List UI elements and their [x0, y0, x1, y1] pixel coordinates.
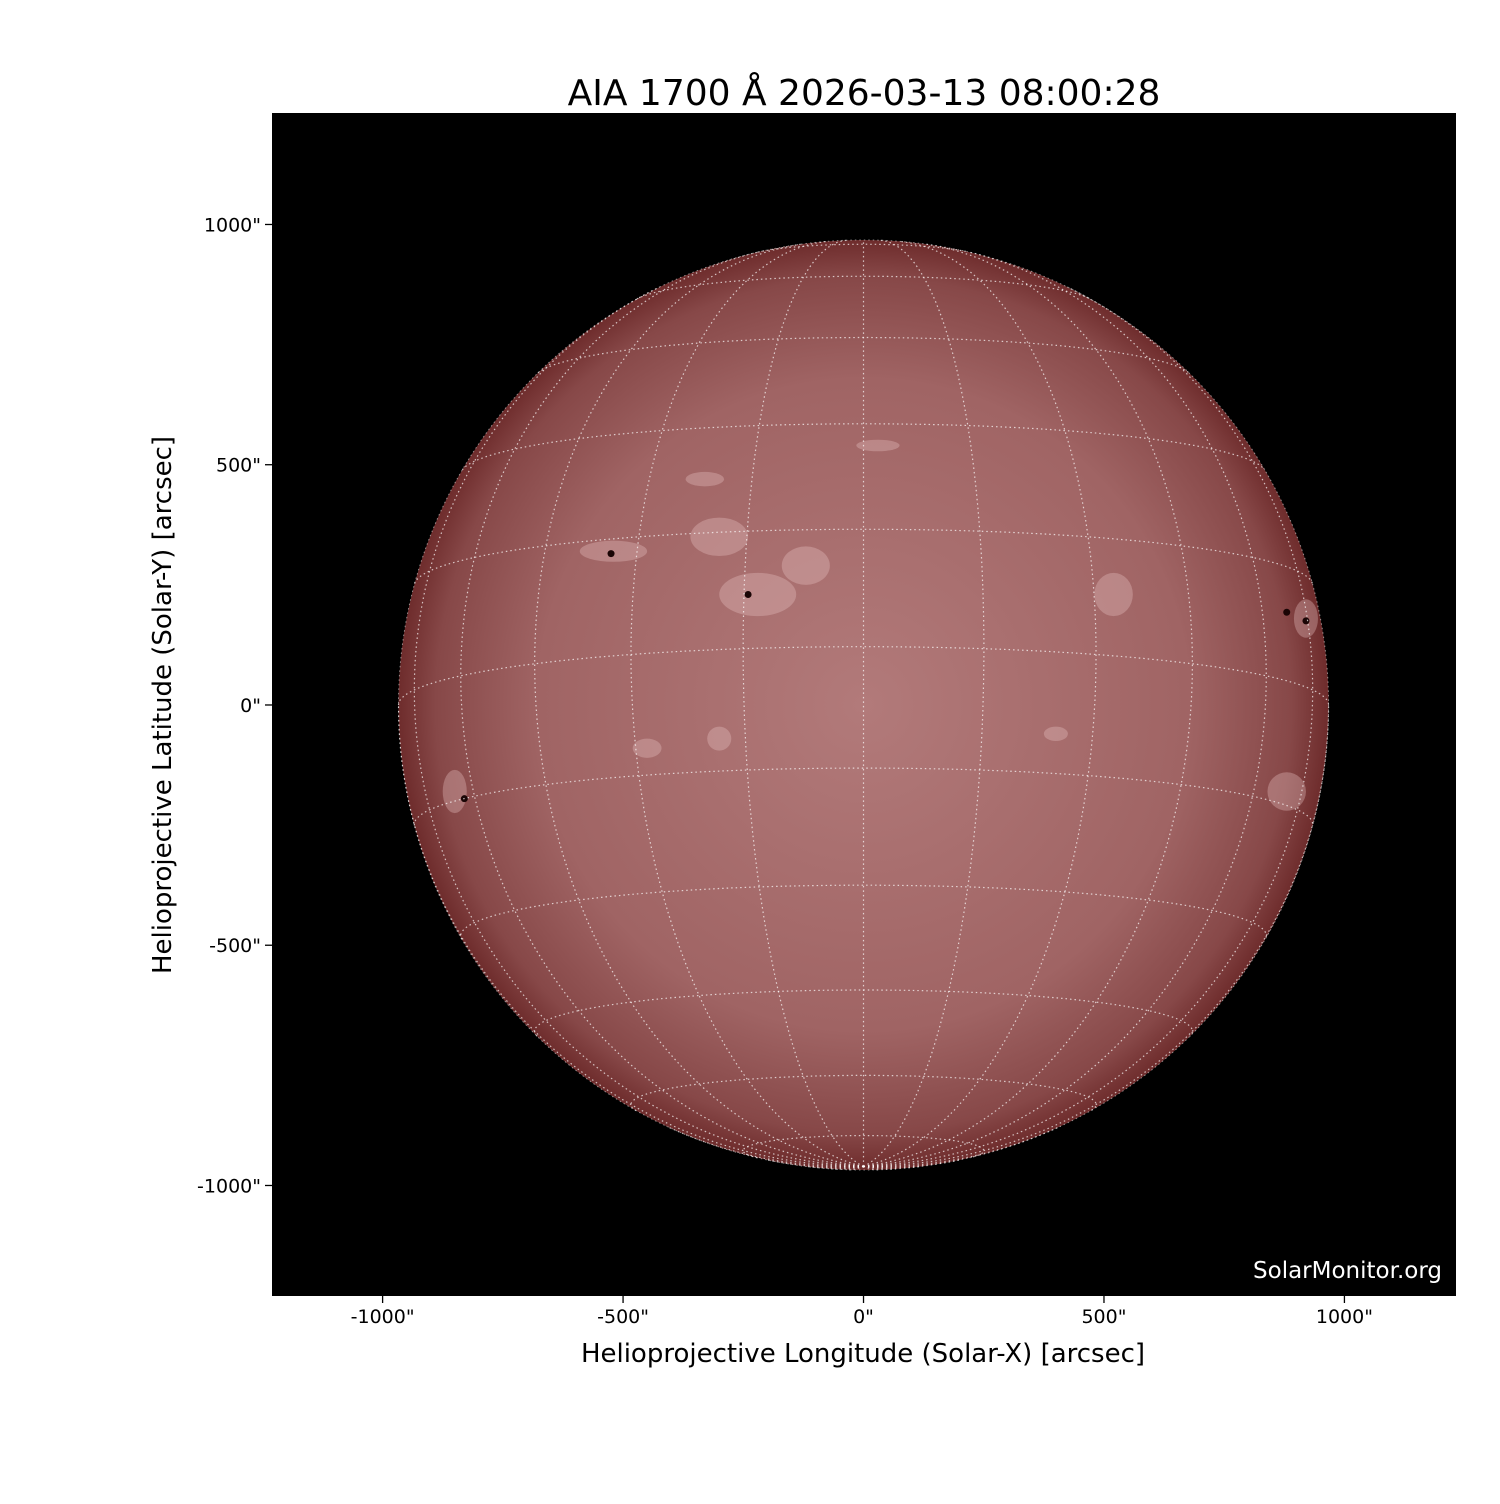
y-axis: -1000" -500" 0" 500" 1000" [197, 214, 272, 1197]
chart-title: AIA 1700 Å 2026-03-13 08:00:28 [568, 71, 1161, 114]
meridian-line [863, 251, 1267, 1167]
y-tick-label: 500" [216, 455, 261, 477]
parallel-line [460, 884, 1267, 940]
meridian-line [863, 240, 1097, 1167]
parallel-line [636, 275, 1091, 300]
limb-line [397, 239, 1330, 1171]
y-tick-label: 0" [240, 695, 261, 717]
x-tick-label: 500" [1081, 1306, 1126, 1328]
plage-region [690, 517, 749, 557]
solar-disk [398, 239, 1329, 1171]
plage-region [1267, 772, 1306, 811]
meridian-line [863, 704, 1330, 1167]
meridian-line [630, 240, 864, 1167]
meridian-line [742, 239, 864, 1167]
meridian-line [863, 243, 1194, 1167]
watermark: SolarMonitor.org [1253, 1258, 1442, 1284]
sunspot [1283, 608, 1291, 616]
parallel-line [758, 243, 969, 253]
y-axis-label: Helioprojective Latitude (Solar-Y) [arcs… [148, 436, 178, 974]
sunspot [1302, 617, 1310, 625]
y-tick-label: -1000" [197, 1175, 261, 1197]
meridian-line [863, 1165, 921, 1169]
x-tick-label: -1000" [351, 1306, 415, 1328]
x-axis-label: Helioprojective Longitude (Solar-X) [arc… [581, 1339, 1145, 1369]
plage-region [856, 439, 900, 452]
sunspot [744, 590, 752, 598]
x-axis: -1000" -500" 0" 500" 1000" [351, 1296, 1373, 1328]
plage-region [719, 572, 797, 617]
parallel-line [537, 336, 1190, 374]
meridian-line [534, 243, 864, 1167]
plage-region [442, 769, 467, 814]
plage-region [1043, 726, 1068, 742]
solar-features [442, 439, 1318, 814]
parallel-line [742, 1134, 985, 1159]
x-tick-label: -500" [597, 1306, 649, 1328]
parallel-line [414, 528, 1313, 584]
plage-region [685, 471, 725, 487]
parallel-line [534, 989, 1194, 1037]
y-tick-label: 1000" [204, 214, 261, 236]
meridian-line [863, 239, 985, 1167]
x-tick-label: 0" [853, 1306, 874, 1328]
meridian-line [460, 251, 864, 1167]
plage-region [1094, 572, 1133, 617]
heliographic-grid [397, 239, 1330, 1171]
sunspot [607, 550, 615, 558]
plage-region [632, 738, 662, 758]
meridian-line [765, 1159, 864, 1168]
y-tick-label: -500" [209, 935, 261, 957]
plage-region [781, 546, 830, 585]
plage-region [707, 726, 732, 751]
x-tick-label: 1000" [1316, 1306, 1373, 1328]
